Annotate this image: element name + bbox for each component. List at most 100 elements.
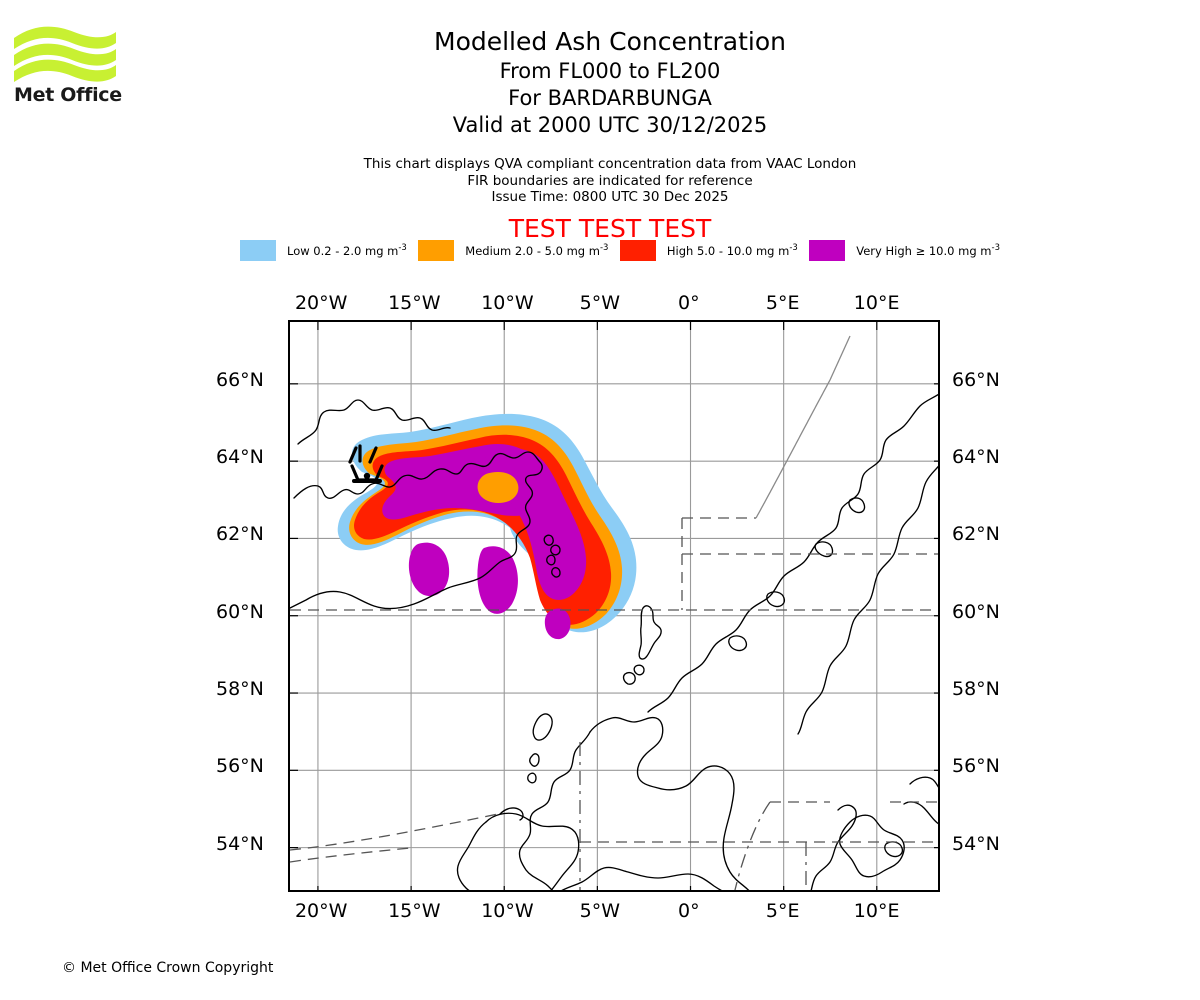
title-line-2: From FL000 to FL200 (499, 59, 721, 83)
lat-tick-label-right: 66°N (952, 368, 1000, 391)
lon-tick-label-top: 15°W (388, 292, 441, 314)
test-banner: TEST TEST TEST (508, 214, 712, 243)
coastline-iceland-nw (297, 399, 451, 445)
legend-item-low: Low 0.2 - 2.0 mg m-3 (240, 240, 407, 261)
lon-tick-label-top: 0° (678, 292, 700, 314)
lat-tick-label-right: 62°N (952, 523, 1000, 546)
coastline-ireland-west (456, 821, 487, 890)
lon-tick-label-bottom: 0° (678, 900, 700, 922)
legend-label-very-high: Very High ≥ 10.0 mg m-3 (856, 243, 1000, 258)
legend-swatch-high (619, 240, 656, 261)
coastline-norway-fjord-1 (848, 497, 866, 514)
legend-swatch-very-high (809, 240, 846, 261)
title-line-1: Modelled Ash Concentration (434, 27, 786, 56)
lon-tick-label-top: 10°E (853, 292, 900, 314)
coastline-norway-fjord-4 (728, 635, 748, 652)
legend-item-high: High 5.0 - 10.0 mg m-3 (619, 240, 798, 261)
coastline-ireland-n (499, 807, 524, 821)
coastline-great-britain (589, 716, 750, 890)
fir-boundary-sw-approach (290, 847, 411, 863)
coastline-denmark (838, 814, 905, 878)
coastline-shetland (638, 605, 662, 660)
lat-tick-label-right: 64°N (952, 446, 1000, 469)
lat-tick-label-right: 56°N (952, 755, 1000, 778)
lat-tick-label-left: 58°N (216, 678, 264, 701)
legend-item-very-high: Very High ≥ 10.0 mg m-3 (809, 240, 1000, 261)
concentration-legend: Low 0.2 - 2.0 mg m-3 Medium 2.0 - 5.0 mg… (240, 240, 1000, 261)
ash-plume-contours (337, 413, 637, 640)
coastline-orkney-2 (633, 664, 645, 676)
coastline-orkney (622, 671, 636, 685)
lat-tick-label-left: 62°N (216, 523, 264, 546)
volcano-icon (348, 444, 384, 483)
coastline-gb-cornwall (561, 866, 722, 890)
legend-swatch-medium (418, 240, 455, 261)
page-title: Modelled Ash Concentration From FL000 to… (280, 26, 940, 139)
plume-contour-very-high-tip (544, 608, 571, 640)
lon-tick-label-top: 5°E (765, 292, 800, 314)
coastline-hebrides (532, 713, 553, 741)
plume-contour-very-high-lobe-b (477, 546, 518, 614)
lat-tick-label-right: 54°N (952, 832, 1000, 855)
title-line-3: For BARDARBUNGA (508, 86, 712, 110)
lon-tick-label-top: 10°W (481, 292, 534, 314)
lon-tick-label-bottom: 20°W (294, 900, 348, 922)
lon-tick-label-top: 5°W (579, 292, 620, 314)
copyright-notice: © Met Office Crown Copyright (62, 960, 274, 976)
coastline-denmark-jutland (810, 804, 857, 890)
lon-tick-label-top: 20°W (294, 292, 348, 314)
title-line-4: Valid at 2000 UTC 30/12/2025 (452, 113, 768, 137)
lon-tick-label-bottom: 15°W (388, 900, 441, 922)
map-frame (288, 320, 940, 892)
graticule-grid (290, 322, 938, 890)
fir-boundary-ni (290, 813, 499, 851)
lon-tick-label-bottom: 5°E (765, 900, 800, 922)
met-office-wordmark: Met Office (14, 84, 122, 106)
fir-boundaries (290, 335, 938, 890)
coastlines (290, 393, 938, 890)
coastline-iceland (290, 451, 543, 610)
map-canvas (290, 322, 938, 890)
coastline-hebrides-2 (529, 753, 540, 767)
legend-swatch-low (240, 240, 276, 261)
legend-label-low: Low 0.2 - 2.0 mg m-3 (287, 243, 407, 258)
lat-tick-label-left: 56°N (216, 755, 264, 778)
coastline-gb-west (518, 731, 591, 890)
coastline-norway-fjord-3 (766, 591, 786, 608)
lat-tick-label-right: 60°N (952, 600, 1000, 623)
coastline-hebrides-3 (527, 772, 537, 784)
plume-contour-very-high-lobe-a (408, 542, 450, 597)
coastline-norway-fjord-2 (814, 541, 834, 558)
lon-tick-label-bottom: 10°E (853, 900, 900, 922)
disclaimer-line-2: FIR boundaries are indicated for referen… (467, 172, 753, 189)
coastline-faroe-4 (551, 567, 561, 578)
fir-boundary-denmark-w (734, 801, 771, 890)
legend-label-high: High 5.0 - 10.0 mg m-3 (666, 243, 798, 258)
coastline-norway-east (797, 465, 938, 735)
coastline-faroe (543, 534, 554, 546)
met-office-waves-icon (14, 26, 116, 82)
legend-label-medium: Medium 2.0 - 5.0 mg m-3 (465, 243, 609, 258)
met-office-logo: Met Office (12, 22, 132, 112)
lat-tick-label-left: 54°N (216, 832, 264, 855)
lat-tick-label-left: 60°N (216, 600, 264, 623)
coastline-faroe-3 (546, 554, 556, 566)
issue-time: Issue Time: 0800 UTC 30 Dec 2025 (491, 189, 729, 206)
lat-tick-label-left: 66°N (216, 368, 264, 391)
coastline-ireland (485, 812, 580, 890)
coastline-faroe-2 (550, 544, 561, 556)
lat-tick-label-right: 58°N (952, 678, 1000, 701)
legend-item-medium: Medium 2.0 - 5.0 mg m-3 (418, 240, 608, 261)
coastline-norway (647, 393, 938, 713)
ash-concentration-map: 20°W 20°W 15°W 15°W 10°W 10°W 5°W 5°W 0° 0° 5°E 5°E… (216, 292, 1000, 922)
disclaimer-line-1: This chart displays QVA compliant concen… (363, 156, 857, 172)
axis-ticks (290, 322, 938, 890)
coastline-sweden (909, 776, 938, 788)
chart-disclaimer: This chart displays QVA compliant concen… (280, 156, 940, 206)
fir-boundary-norway-w (755, 335, 851, 519)
lon-tick-label-bottom: 10°W (481, 900, 534, 922)
coastline-sweden-2 (903, 801, 938, 825)
coastline-denmark-isle (884, 841, 904, 858)
lat-tick-label-left: 64°N (216, 446, 264, 469)
plume-contour-medium-hole (477, 472, 519, 503)
